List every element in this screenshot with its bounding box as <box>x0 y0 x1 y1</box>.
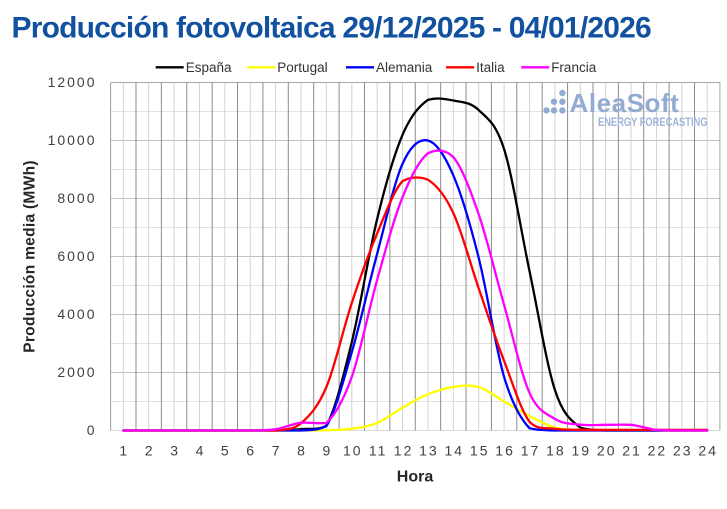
svg-text:Alemania: Alemania <box>376 60 433 75</box>
svg-text:19: 19 <box>572 443 592 459</box>
svg-text:2: 2 <box>145 443 155 459</box>
svg-text:8000: 8000 <box>57 190 96 206</box>
svg-text:0: 0 <box>87 422 97 438</box>
svg-text:3: 3 <box>170 443 180 459</box>
svg-text:5: 5 <box>221 443 231 459</box>
svg-text:Producción media (MWh): Producción media (MWh) <box>22 160 39 353</box>
svg-text:15: 15 <box>470 443 490 459</box>
svg-text:6: 6 <box>246 443 256 459</box>
svg-text:6000: 6000 <box>57 248 96 264</box>
svg-text:11: 11 <box>369 443 388 459</box>
svg-text:21: 21 <box>622 443 642 459</box>
svg-text:22: 22 <box>648 443 668 459</box>
svg-text:2000: 2000 <box>57 364 96 380</box>
svg-text:24: 24 <box>698 443 718 459</box>
svg-text:17: 17 <box>521 443 541 459</box>
svg-text:Producción fotovoltaica 29/12/: Producción fotovoltaica 29/12/2025 - 04/… <box>12 12 652 45</box>
svg-text:9: 9 <box>323 443 333 459</box>
svg-text:7: 7 <box>272 443 282 459</box>
svg-text:23: 23 <box>673 443 693 459</box>
svg-text:Portugal: Portugal <box>277 60 327 75</box>
svg-text:10000: 10000 <box>48 132 97 148</box>
svg-text:Francia: Francia <box>551 60 597 75</box>
svg-text:Hora: Hora <box>397 469 434 486</box>
svg-text:16: 16 <box>495 443 515 459</box>
svg-text:4000: 4000 <box>57 306 96 322</box>
svg-text:18: 18 <box>546 443 566 459</box>
svg-text:8: 8 <box>297 443 307 459</box>
svg-text:10: 10 <box>343 443 363 459</box>
svg-text:ENERGY FORECASTING: ENERGY FORECASTING <box>598 117 708 129</box>
svg-text:20: 20 <box>597 443 617 459</box>
svg-text:13: 13 <box>419 443 439 459</box>
svg-text:12: 12 <box>394 443 414 459</box>
svg-text:Italia: Italia <box>476 60 505 75</box>
svg-text:1: 1 <box>119 443 129 459</box>
svg-text:España: España <box>186 60 232 75</box>
svg-text:4: 4 <box>196 443 206 459</box>
svg-text:14: 14 <box>445 443 465 459</box>
svg-text:12000: 12000 <box>48 74 97 90</box>
svg-text:AleaSoft: AleaSoft <box>570 88 680 118</box>
